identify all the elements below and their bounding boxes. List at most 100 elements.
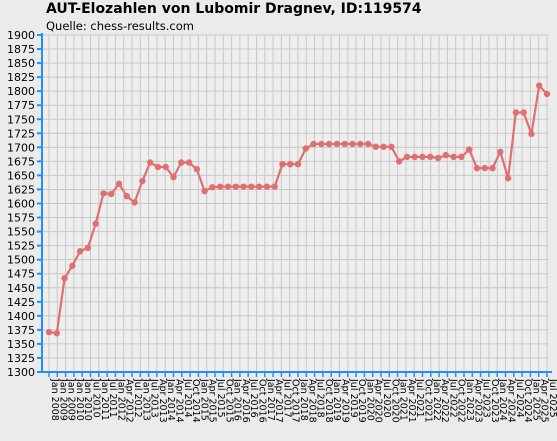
data-point [255,183,263,190]
x-tick-label: Apr 2025 [539,379,550,423]
data-point [279,160,286,168]
data-point [380,143,387,150]
x-tick-label: Jan 2023 [464,378,475,421]
x-tick-label: Apr 2014 [174,379,185,423]
x-tick-label: Apr 2022 [439,379,450,423]
x-tick-label: Apr 2024 [506,379,517,423]
data-point [411,153,418,161]
x-tick-label: Jul 2025 [547,378,557,418]
x-tick-label: Apr 2013 [157,379,168,423]
x-tick-label: Oct 2014 [190,379,201,423]
data-point [146,159,154,166]
x-tick-label: Jan 2008 [49,378,60,421]
data-point [364,140,372,148]
x-tick-label: Apr 2018 [306,379,317,423]
data-point [100,190,107,197]
x-tick-label: Oct 2019 [356,379,367,423]
x-tick-label: Apr 2023 [472,379,483,423]
axes [37,33,552,377]
data-point [232,183,239,190]
x-tick-label: Jan 2015 [198,378,209,421]
x-tick-label: Jan 2012 [115,378,126,421]
data-point [325,140,333,148]
data-point [154,163,162,171]
x-tick-label: Jul 2016 [248,378,259,418]
data-point [388,143,395,150]
data-point [442,151,450,159]
x-tick-label: Jan 2010 [74,378,85,421]
grid [42,34,548,373]
y-tick-label: 1300 [7,366,35,379]
data-point [302,145,309,152]
x-tick-label: Oct 2023 [489,379,500,423]
data-point [450,153,457,161]
x-tick-label: Jan 2009 [57,378,68,421]
x-tick-label: Apr 2016 [240,379,251,423]
data-point [403,153,411,161]
x-tick-label: Jul 2010 [91,378,102,418]
x-tick-label: Apr 2019 [340,379,351,423]
data-point [271,183,278,190]
x-tick-label: Jan 2022 [431,378,442,421]
x-tick-label: Oct 2021 [423,379,434,423]
data-point [240,183,247,190]
y-tick-label: 1325 [7,352,35,365]
y-tick-label: 1475 [7,268,35,281]
data-point [504,175,512,182]
y-tick-label: 1725 [7,127,35,140]
x-tick-label: Jan 2013 [140,378,151,421]
x-tick-label: Jul 2024 [514,378,525,418]
x-tick-label: Oct 2024 [522,379,533,423]
x-tick-label: Jan 2021 [398,378,409,421]
data-point [465,146,473,153]
data-point [209,184,216,191]
x-tick-label: Apr 2021 [406,379,417,423]
chart-subtitle: Quelle: chess-results.com [46,19,194,33]
y-tick-label: 1350 [7,338,35,351]
x-tick-label: Jul 2015 [215,378,226,418]
x-tick-label: Jul 2022 [447,378,458,418]
data-point [520,109,527,116]
y-tick-label: 1600 [7,198,35,211]
x-tick-label: Oct 2022 [456,379,467,423]
data-point [263,183,271,190]
x-tick-label: Jan 2020 [364,378,375,421]
data-point [419,153,426,161]
data-point [357,140,364,148]
x-tick-label: Jul 2012 [132,378,143,418]
data-point [108,190,115,198]
data-point [53,330,60,337]
data-point [489,164,496,172]
y-tick-label: 1525 [7,240,35,253]
x-tick-label: Jul 2013 [149,378,160,418]
data-point [294,160,302,168]
chart-title: AUT-Elozahlen von Lubomir Dragnev, ID:11… [46,1,422,17]
y-tick-label: 1375 [7,324,35,337]
y-tick-label: 1750 [7,113,35,126]
data-point [310,140,317,148]
x-tick-label: Jan 2017 [265,378,276,421]
data-point [481,164,488,172]
data-point [497,148,504,156]
data-point [193,166,201,173]
data-point [528,130,535,138]
x-tick-label: Jan 2024 [497,378,508,421]
x-tick-label: Jan 2010 [82,378,93,421]
data-point [185,159,193,166]
x-tick-label: Oct 2016 [257,379,268,423]
y-tick-label: 1650 [7,169,35,182]
data-point [216,183,224,190]
x-tick-label: Jul 2023 [481,378,492,418]
y-tick-label: 1550 [7,226,35,239]
data-point [170,173,177,181]
data-point [372,143,380,150]
data-point [69,262,76,270]
y-tick-label: 1575 [7,212,35,225]
x-tick-label: Jul 2021 [414,378,425,418]
x-tick-label: Jan 2011 [99,378,110,421]
data-point [201,187,208,195]
data-point [287,160,294,168]
y-tick-label: 1400 [7,310,35,323]
data-point [92,220,99,227]
